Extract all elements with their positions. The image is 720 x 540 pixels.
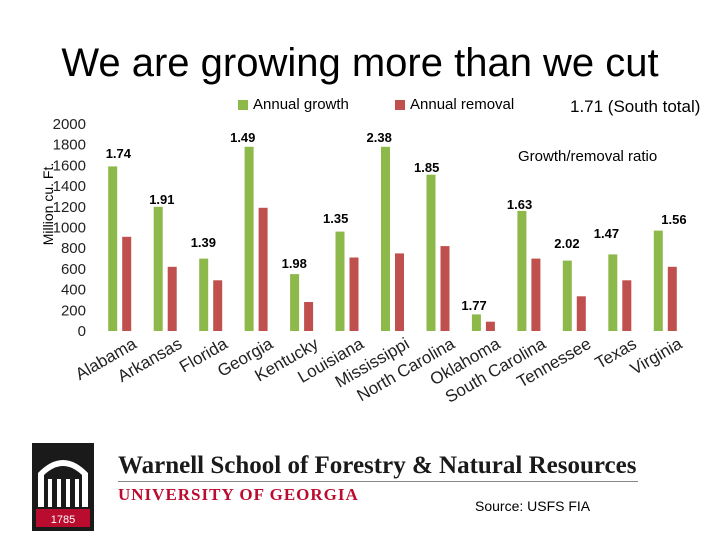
y-tick-label: 0 xyxy=(78,323,86,340)
bar-growth xyxy=(290,274,300,331)
bar-removal xyxy=(440,246,450,331)
bar-growth xyxy=(517,210,527,331)
bar-removal xyxy=(531,258,541,331)
bar-growth xyxy=(108,166,118,331)
ratio-data-label: 1.63 xyxy=(507,197,532,212)
bar-removal xyxy=(395,253,404,331)
legend-growth-label: Annual growth xyxy=(253,96,349,113)
y-tick-label: 2000 xyxy=(53,116,86,133)
y-tick-label: 1200 xyxy=(53,199,86,216)
y-tick-label: 400 xyxy=(61,282,86,299)
ratio-data-label: 1.49 xyxy=(230,130,255,145)
source-note: Source: USFS FIA xyxy=(475,498,591,514)
legend-growth-swatch xyxy=(238,99,248,110)
ratio-data-label: 1.74 xyxy=(106,146,132,161)
legend-removal-swatch xyxy=(395,99,405,110)
x-tick-label: Virginia xyxy=(627,334,686,379)
bar-growth xyxy=(335,231,345,331)
ratio-data-label: 1.47 xyxy=(594,226,619,241)
ratio-label: Growth/removal ratio xyxy=(518,148,658,165)
bar-growth xyxy=(199,258,209,331)
y-tick-label: 1600 xyxy=(53,157,86,174)
ratio-data-label: 1.39 xyxy=(191,235,216,250)
bar-growth xyxy=(653,230,663,331)
south-total-ratio: 1.71 (South total) xyxy=(570,97,701,116)
bar-removal xyxy=(258,207,268,331)
ratio-data-label: 1.35 xyxy=(323,211,348,226)
bar-growth xyxy=(608,254,618,331)
legend-growth: Annual growth xyxy=(238,96,349,113)
y-tick-label: 1800 xyxy=(53,137,86,154)
bar-removal xyxy=(304,302,314,331)
legend-removal: Annual removal xyxy=(395,96,514,113)
bar-removal xyxy=(122,236,132,331)
bar-removal xyxy=(576,296,586,331)
ratio-data-label: 1.56 xyxy=(661,212,686,227)
school-name: Warnell School of Forestry & Natural Res… xyxy=(118,452,637,479)
university-seal-logo: 1785 xyxy=(32,443,94,531)
seal-year: 1785 xyxy=(51,514,75,526)
bar-chart: 0 200 400 600 800 1000 1200 1400 1600 1800 2000 1.7… xyxy=(53,116,687,407)
ratio-data-label: 2.38 xyxy=(367,130,392,145)
university-name: UNIVERSITY OF GEORGIA xyxy=(118,485,359,504)
ratio-data-label: 2.02 xyxy=(554,236,579,251)
bar-removal xyxy=(622,280,632,331)
bar-removal xyxy=(213,280,223,331)
bar-removal xyxy=(167,266,177,331)
ratio-data-label: 1.98 xyxy=(282,256,307,271)
legend-removal-label: Annual removal xyxy=(410,96,515,113)
bar-growth xyxy=(381,146,390,331)
y-tick-label: 1000 xyxy=(53,220,86,237)
y-tick-label: 800 xyxy=(61,240,86,257)
bar-growth xyxy=(426,174,436,331)
ratio-data-label: 1.91 xyxy=(149,192,174,207)
bar-removal xyxy=(349,257,359,331)
y-tick-label: 600 xyxy=(61,261,86,278)
bar-growth xyxy=(562,260,572,331)
ratio-data-label: 1.77 xyxy=(461,298,486,313)
bar-removal xyxy=(667,266,677,331)
footer-divider xyxy=(118,481,638,482)
bar-growth xyxy=(153,206,163,331)
y-tick-label: 200 xyxy=(61,302,86,319)
bar-removal xyxy=(485,321,495,331)
bar-growth xyxy=(471,314,481,331)
page-title: We are growing more than we cut xyxy=(61,41,659,85)
bar-growth xyxy=(244,146,254,331)
ratio-data-label: 1.85 xyxy=(414,160,439,175)
y-tick-label: 1400 xyxy=(53,178,86,195)
